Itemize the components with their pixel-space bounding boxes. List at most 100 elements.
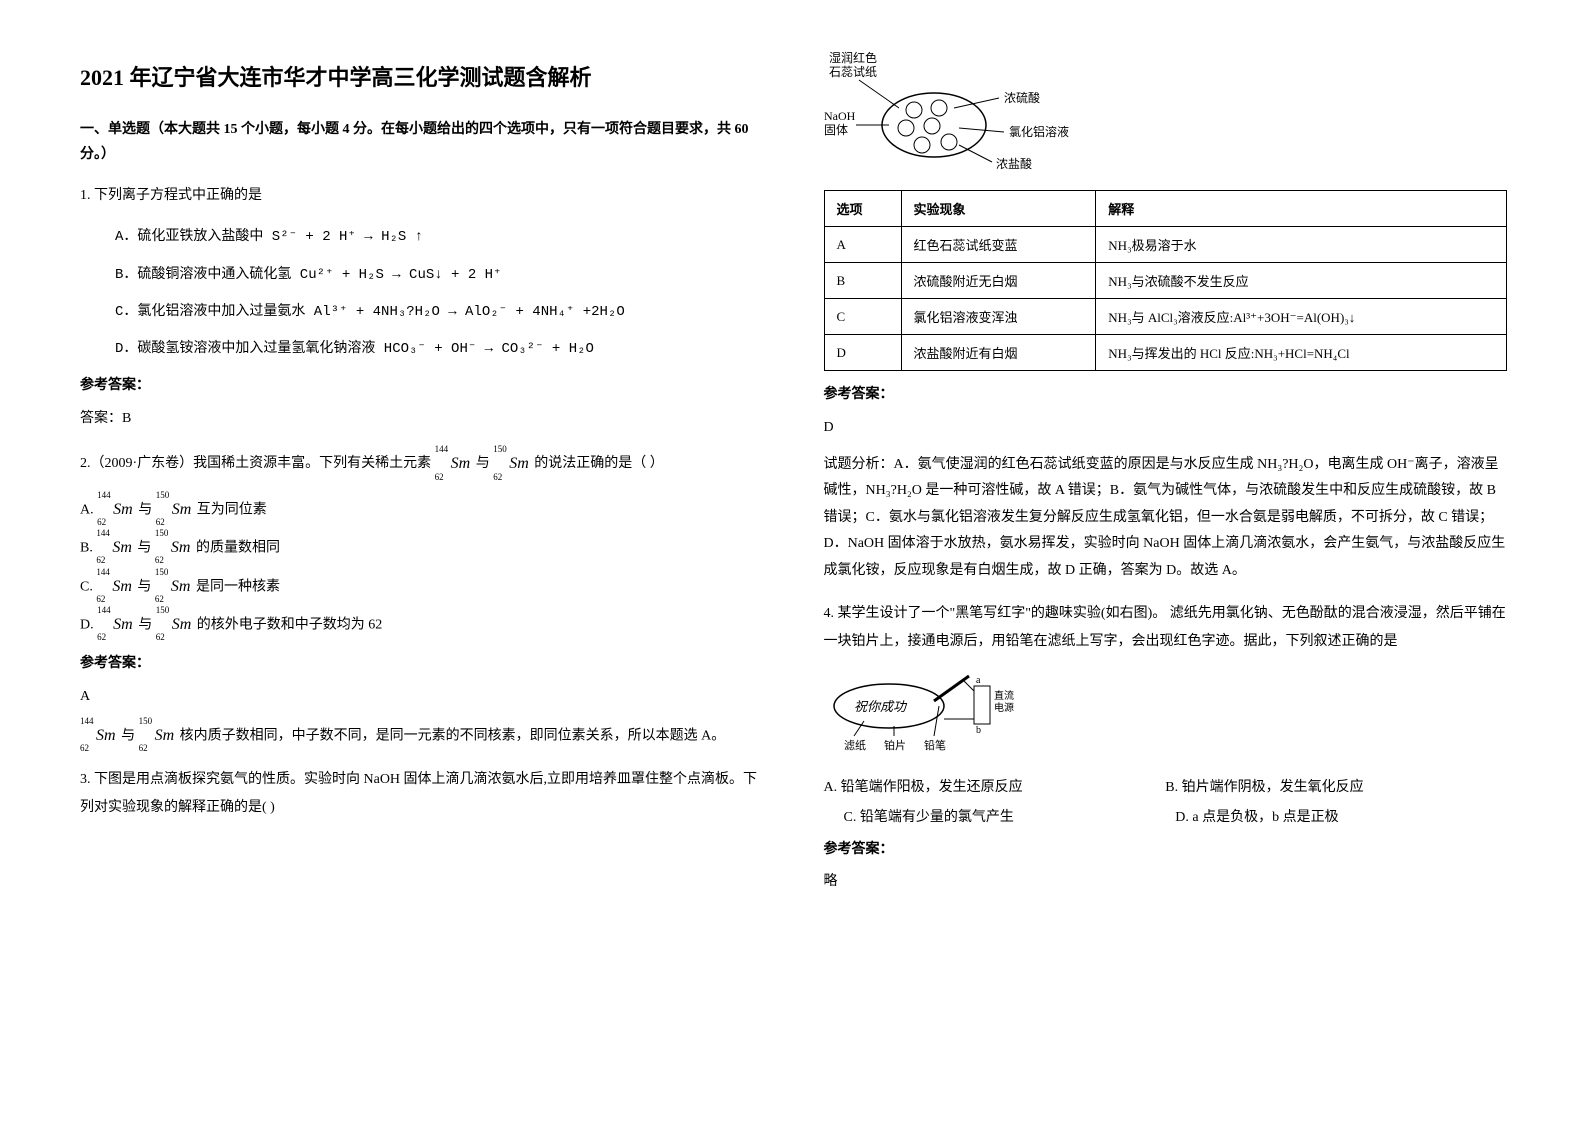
q1-option-b: B．硫酸铜溶液中通入硫化氢 Cu²⁺ + H₂S → CuS↓ + 2 H⁺ [115, 263, 764, 288]
q4-option-c: C. 铅笔端有少量的氯气产生 [824, 806, 1176, 826]
table-header-row: 选项 实验现象 解释 [824, 191, 1507, 227]
label-a: a [976, 675, 981, 686]
isotope-sm150-icon: 15062Sm [495, 448, 529, 480]
q2-d-prefix: D. [80, 617, 97, 632]
q2-ref-label: 参考答案： [80, 652, 764, 672]
cell: 氯化铝溶液变浑浊 [901, 299, 1096, 335]
q2-stem-b: 与 [476, 456, 494, 471]
q4-option-d: D. a 点是负极，b 点是正极 [1175, 806, 1507, 826]
cell: NH₃与浓硫酸不发生反应 [1096, 263, 1507, 299]
isotope-sm144-icon: 14462Sm [82, 721, 116, 751]
q4-ref-label: 参考答案： [824, 838, 1508, 858]
q2-expl-suffix: 核内质子数相同，中子数不同，是同一元素的不同核素，即同位素关系，所以本题选 A。 [180, 728, 726, 743]
q2-a-mid: 与 [138, 502, 156, 517]
q2-a-suffix: 互为同位素 [197, 502, 267, 517]
q3-answer: D [824, 415, 1508, 442]
cell: 浓硫酸附近无白烟 [901, 263, 1096, 299]
q2-option-b: B. 14462Sm 与 15062Sm 的质量数相同 [80, 533, 764, 563]
table-row: C 氯化铝溶液变浑浊 NH₃与 AlCl₃溶液反应:Al³⁺+3OH⁻=Al(O… [824, 299, 1507, 335]
q4-answer: 略 [824, 870, 1508, 890]
isotope-sm144-icon: 14462Sm [99, 495, 133, 525]
isotope-sm144-icon: 14462Sm [98, 533, 132, 563]
isotope-sm150-icon: 15062Sm [141, 721, 175, 751]
cell: 红色石蕊试纸变蓝 [901, 227, 1096, 263]
q4-option-b: B. 铂片端作阴极，发生氧化反应 [1165, 776, 1507, 796]
q2-c-suffix: 是同一种核素 [196, 579, 280, 594]
q1-option-c: C．氯化铝溶液中加入过量氨水 Al³⁺ + 4NH₃?H₂O → AlO₂⁻ +… [115, 300, 764, 325]
table-row: D 浓盐酸附近有白烟 NH₃与挥发出的 HCl 反应:NH₃+HCl=NH₄Cl [824, 335, 1507, 371]
label-platinum: 铂片 [884, 738, 906, 752]
drip-plate-diagram-icon: 湿润红色 石蕊试纸 NaOH 固体 浓硫酸 氯化铝溶液 [824, 50, 1104, 180]
isotope-sm144-icon: 14462Sm [437, 448, 471, 480]
q2-c-mid: 与 [137, 579, 155, 594]
q4-option-a: A. 铅笔端作阳极，发生还原反应 [824, 776, 1166, 796]
col-option: 选项 [824, 191, 901, 227]
col-explanation: 解释 [1096, 191, 1507, 227]
q3-ref-label: 参考答案： [824, 383, 1508, 403]
svg-text:电源: 电源 [994, 701, 1014, 714]
q2-b-prefix: B. [80, 541, 96, 556]
isotope-sm150-icon: 15062Sm [157, 572, 191, 602]
label-hcl: 浓盐酸 [996, 156, 1032, 171]
cell: NH₃极易溶于水 [1096, 227, 1507, 263]
cell: NH₃与 AlCl₃溶液反应:Al³⁺+3OH⁻=Al(OH)₃↓ [1096, 299, 1507, 335]
q2-stem: 2.（2009·广东卷）我国稀土资源丰富。下列有关稀土元素 14462Sm 与 … [80, 448, 764, 480]
cell: NH₃与挥发出的 HCl 反应:NH₃+HCl=NH₄Cl [1096, 335, 1507, 371]
q2-b-suffix: 的质量数相同 [196, 541, 280, 556]
q1-answer: 答案：B [80, 406, 764, 433]
cell: A [824, 227, 901, 263]
label-battery: 直流 [994, 689, 1014, 702]
q4-options-row2: C. 铅笔端有少量的氯气产生 D. a 点是负极，b 点是正极 [824, 806, 1508, 826]
q2-c-prefix: C. [80, 579, 96, 594]
table-row: A 红色石蕊试纸变蓝 NH₃极易溶于水 [824, 227, 1507, 263]
q3-analysis: 试题分析：A．氨气使湿润的红色石蕊试纸变蓝的原因是与水反应生成 NH₃?H₂O，… [824, 452, 1508, 585]
label-pencil: 铅笔 [924, 738, 946, 752]
isotope-sm150-icon: 15062Sm [158, 610, 192, 640]
handwriting-text: 祝你成功 [854, 699, 908, 714]
right-column: 湿润红色 石蕊试纸 NaOH 固体 浓硫酸 氯化铝溶液 [794, 40, 1538, 1082]
label-filter-paper: 滤纸 [844, 739, 866, 752]
q2-option-a: A. 14462Sm 与 15062Sm 互为同位素 [80, 495, 764, 525]
q4-diagram: 祝你成功 直流 电源 a b 滤纸 铂片 铅笔 [824, 671, 1508, 766]
q1-option-a: A．硫化亚铁放入盐酸中 S²⁻ + 2 H⁺ → H₂S ↑ [115, 225, 764, 250]
q1-ref-label: 参考答案： [80, 374, 764, 394]
q2-stem-c: 的说法正确的是（ ） [534, 456, 664, 471]
q2-answer: A [80, 684, 764, 711]
q3-diagram: 湿润红色 石蕊试纸 NaOH 固体 浓硫酸 氯化铝溶液 [824, 50, 1508, 180]
label-alcl3: 氯化铝溶液 [1009, 124, 1069, 139]
q1-option-d: D．碳酸氢铵溶液中加入过量氢氧化钠溶液 HCO₃⁻ + OH⁻ → CO₃²⁻ … [115, 337, 764, 362]
q2-explanation: 14462Sm 与 15062Sm 核内质子数相同，中子数不同，是同一元素的不同… [80, 721, 764, 751]
isotope-sm144-icon: 14462Sm [99, 610, 133, 640]
isotope-sm150-icon: 15062Sm [158, 495, 192, 525]
section-1-desc: 一、单选题（本大题共 15 个小题，每小题 4 分。在每小题给出的四个选项中，只… [80, 117, 764, 167]
q2-a-prefix: A. [80, 502, 97, 517]
electrolysis-diagram-icon: 祝你成功 直流 电源 a b 滤纸 铂片 铅笔 [824, 671, 1024, 761]
q2-d-suffix: 的核外电子数和中子数均为 62 [197, 617, 383, 632]
cell: B [824, 263, 901, 299]
label-h2so4: 浓硫酸 [1004, 90, 1040, 105]
col-phenomenon: 实验现象 [901, 191, 1096, 227]
q4-options-row1: A. 铅笔端作阳极，发生还原反应 B. 铂片端作阴极，发生氧化反应 [824, 776, 1508, 796]
q2-option-d: D. 14462Sm 与 15062Sm 的核外电子数和中子数均为 62 [80, 610, 764, 640]
label-naoh: NaOH [824, 109, 856, 123]
label-b: b [976, 725, 981, 736]
isotope-sm150-icon: 15062Sm [157, 533, 191, 563]
table-row: B 浓硫酸附近无白烟 NH₃与浓硫酸不发生反应 [824, 263, 1507, 299]
q2-stem-a: 2.（2009·广东卷）我国稀土资源丰富。下列有关稀土元素 [80, 456, 435, 471]
svg-text:固体: 固体 [824, 123, 848, 137]
svg-text:石蕊试纸: 石蕊试纸 [829, 64, 877, 79]
page-container: 2021 年辽宁省大连市华才中学高三化学测试题含解析 一、单选题（本大题共 15… [0, 0, 1587, 1122]
q1-stem: 1. 下列离子方程式中正确的是 [80, 182, 764, 210]
cell: 浓盐酸附近有白烟 [901, 335, 1096, 371]
q2-b-mid: 与 [137, 541, 155, 556]
page-title: 2021 年辽宁省大连市华才中学高三化学测试题含解析 [80, 60, 764, 92]
isotope-sm144-icon: 14462Sm [98, 572, 132, 602]
q2-expl-mid: 与 [121, 728, 139, 743]
cell: D [824, 335, 901, 371]
label-litmus: 湿润红色 [829, 50, 877, 65]
q2-d-mid: 与 [138, 617, 156, 632]
cell: C [824, 299, 901, 335]
left-column: 2021 年辽宁省大连市华才中学高三化学测试题含解析 一、单选题（本大题共 15… [50, 40, 794, 1082]
q3-stem: 3. 下图是用点滴板探究氨气的性质。实验时向 NaOH 固体上滴几滴浓氨水后,立… [80, 766, 764, 822]
q3-table: 选项 实验现象 解释 A 红色石蕊试纸变蓝 NH₃极易溶于水 B 浓硫酸附近无白… [824, 190, 1508, 371]
